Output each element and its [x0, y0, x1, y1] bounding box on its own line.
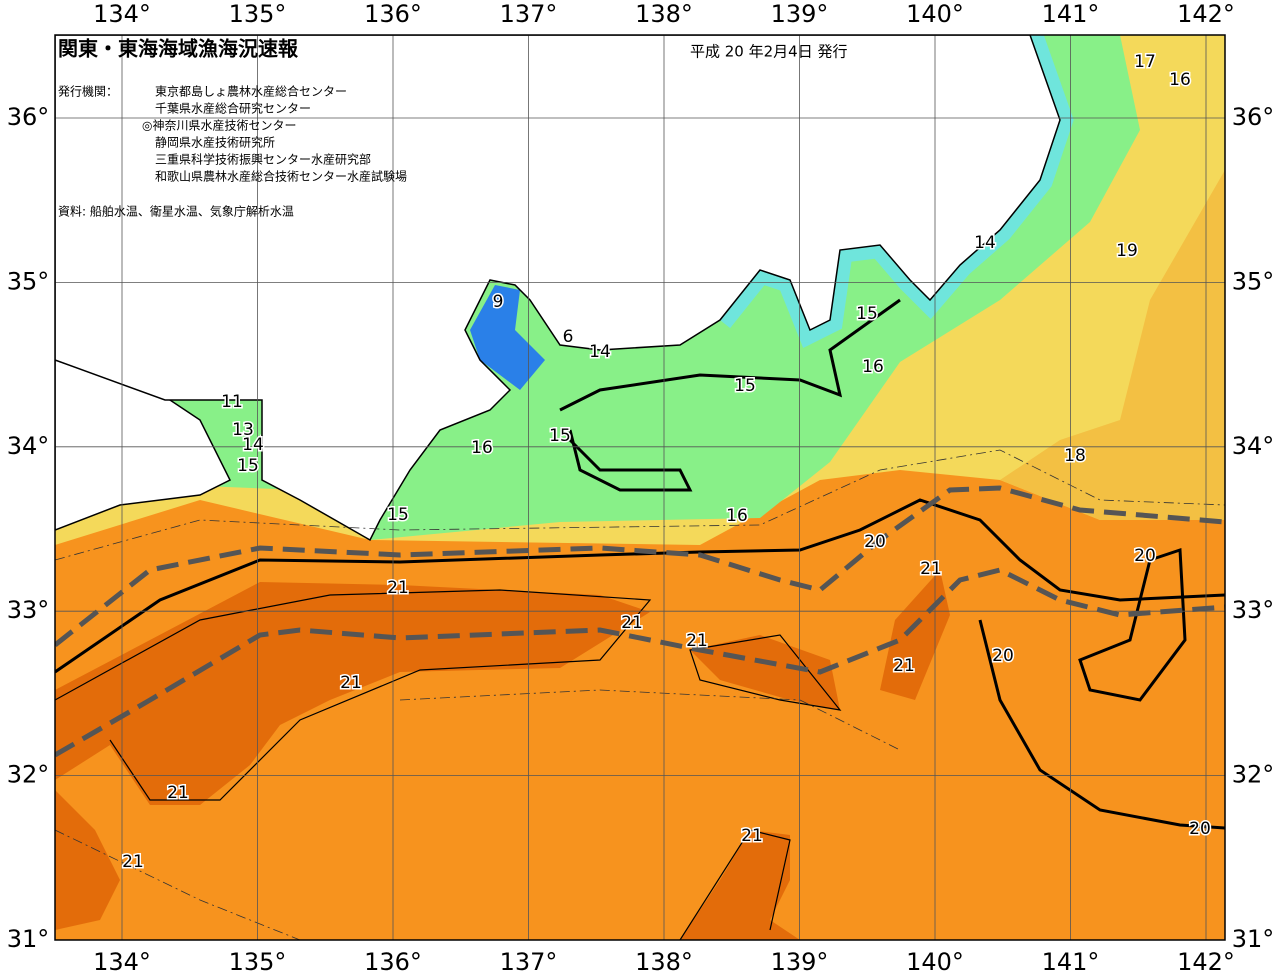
contour-label: 21: [893, 656, 915, 676]
longitude-label: 141°: [1042, 0, 1100, 28]
agency: 千葉県水産総合研究センター: [155, 101, 311, 116]
graticule: [55, 35, 1225, 940]
contour-label: 6: [563, 327, 574, 347]
latitude-label: 34°: [7, 432, 50, 460]
latitude-label: 36°: [1232, 103, 1275, 131]
latitude-label: 33°: [7, 596, 50, 624]
isotherm: [559, 298, 901, 492]
contour-label: 14: [589, 342, 611, 362]
agency: 和歌山県農林水産総合技術センター水産試験場: [155, 169, 407, 184]
contour-label: 16: [726, 506, 748, 526]
longitude-label: 141°: [1042, 948, 1100, 976]
latitude-label: 35°: [7, 267, 50, 295]
isotherm: [55, 449, 1225, 940]
warm-core: [880, 570, 950, 700]
isotherm: [55, 589, 842, 940]
warm-core: [55, 582, 650, 805]
isotherm: [55, 498, 1225, 674]
map-title: 関東・東海海域漁海況速報: [58, 37, 299, 61]
contour-label: 17: [1134, 52, 1156, 72]
longitude-label: 135°: [229, 948, 287, 976]
contour-label: 11: [221, 392, 243, 412]
contour-label: 15: [734, 376, 756, 396]
warm-core: [55, 790, 120, 930]
contour-label: 13: [232, 420, 254, 440]
kuroshio-axis: [55, 485, 1225, 647]
agency: 静岡県水産技術研究所: [155, 135, 275, 150]
agency-label: 発行機関：: [58, 84, 118, 99]
longitude-label: 134°: [93, 948, 151, 976]
map-frame: [54, 34, 1226, 941]
latitude-label: 34°: [1232, 432, 1275, 460]
longitude-label: 139°: [771, 0, 829, 28]
agency: 三重県科学技術振興センター水産研究部: [155, 152, 371, 167]
latitude-label: 32°: [1232, 761, 1275, 789]
honshu-coast: [55, 35, 1061, 542]
contour-label: 15: [856, 304, 878, 324]
contour-label: 14: [242, 435, 264, 455]
latitude-label: 33°: [1232, 596, 1275, 624]
longitude-label: 140°: [906, 0, 964, 28]
data-source: 資料: 船舶水温、衛星水温、気象庁解析水温: [58, 204, 294, 219]
axis-labels: 134° 134° 135° 135° 136° 136° 137° 137° 138° 138°…: [7, 0, 1275, 976]
longitude-label: 136°: [364, 0, 422, 28]
contour-label: 21: [621, 613, 643, 633]
contour-label: 20: [1189, 819, 1211, 839]
contour-label: 9: [493, 292, 504, 312]
contour-label: 21: [167, 783, 189, 803]
contour-label: 19: [1116, 241, 1138, 261]
longitude-label: 142°: [1177, 0, 1235, 28]
longitude-label: 138°: [635, 0, 693, 28]
contour-label: 20: [1134, 546, 1156, 566]
issue-date: 平成 20 年2月4日 発行: [690, 43, 847, 61]
contour-label: 16: [1169, 70, 1191, 90]
latitude-label: 31°: [7, 925, 50, 953]
ise-bay: [470, 285, 545, 390]
isotherm: [978, 547, 1225, 830]
longitude-label: 136°: [364, 948, 422, 976]
warm-core: [680, 830, 800, 940]
contour-label: 15: [237, 456, 259, 476]
latitude-label: 36°: [7, 103, 50, 131]
longitude-label: 140°: [906, 948, 964, 976]
longitude-label: 137°: [500, 948, 558, 976]
longitude-label: 135°: [229, 0, 287, 28]
latitude-label: 31°: [1232, 925, 1275, 953]
contour-label: 21: [387, 578, 409, 598]
contour-label: 14: [974, 233, 996, 253]
latitude-label: 35°: [1232, 267, 1275, 295]
contour-label: 20: [992, 646, 1014, 666]
longitude-label: 137°: [500, 0, 558, 28]
contour-label: 15: [549, 426, 571, 446]
contour-label: 21: [686, 631, 708, 651]
agency: 東京都島しょ農林水産総合センター: [155, 84, 347, 99]
contour-label: 21: [920, 559, 942, 579]
longitude-label: 142°: [1177, 948, 1235, 976]
contour-label: 15: [387, 505, 409, 525]
contour-label: 21: [741, 826, 763, 846]
contour-label: 20: [864, 532, 886, 552]
contour-label: 16: [471, 438, 493, 458]
band-18-19: [1000, 170, 1225, 520]
longitude-label: 134°: [93, 0, 151, 28]
contour-label: 21: [340, 673, 362, 693]
contour-label: 21: [122, 852, 144, 872]
longitude-label: 138°: [635, 948, 693, 976]
longitude-label: 139°: [771, 948, 829, 976]
kuroshio-axis: [55, 567, 1225, 758]
agency: ◎神奈川県水産技術センター: [142, 118, 296, 133]
contour-label: 18: [1064, 446, 1086, 466]
contour-label: 16: [862, 357, 884, 377]
latitude-label: 32°: [7, 761, 50, 789]
